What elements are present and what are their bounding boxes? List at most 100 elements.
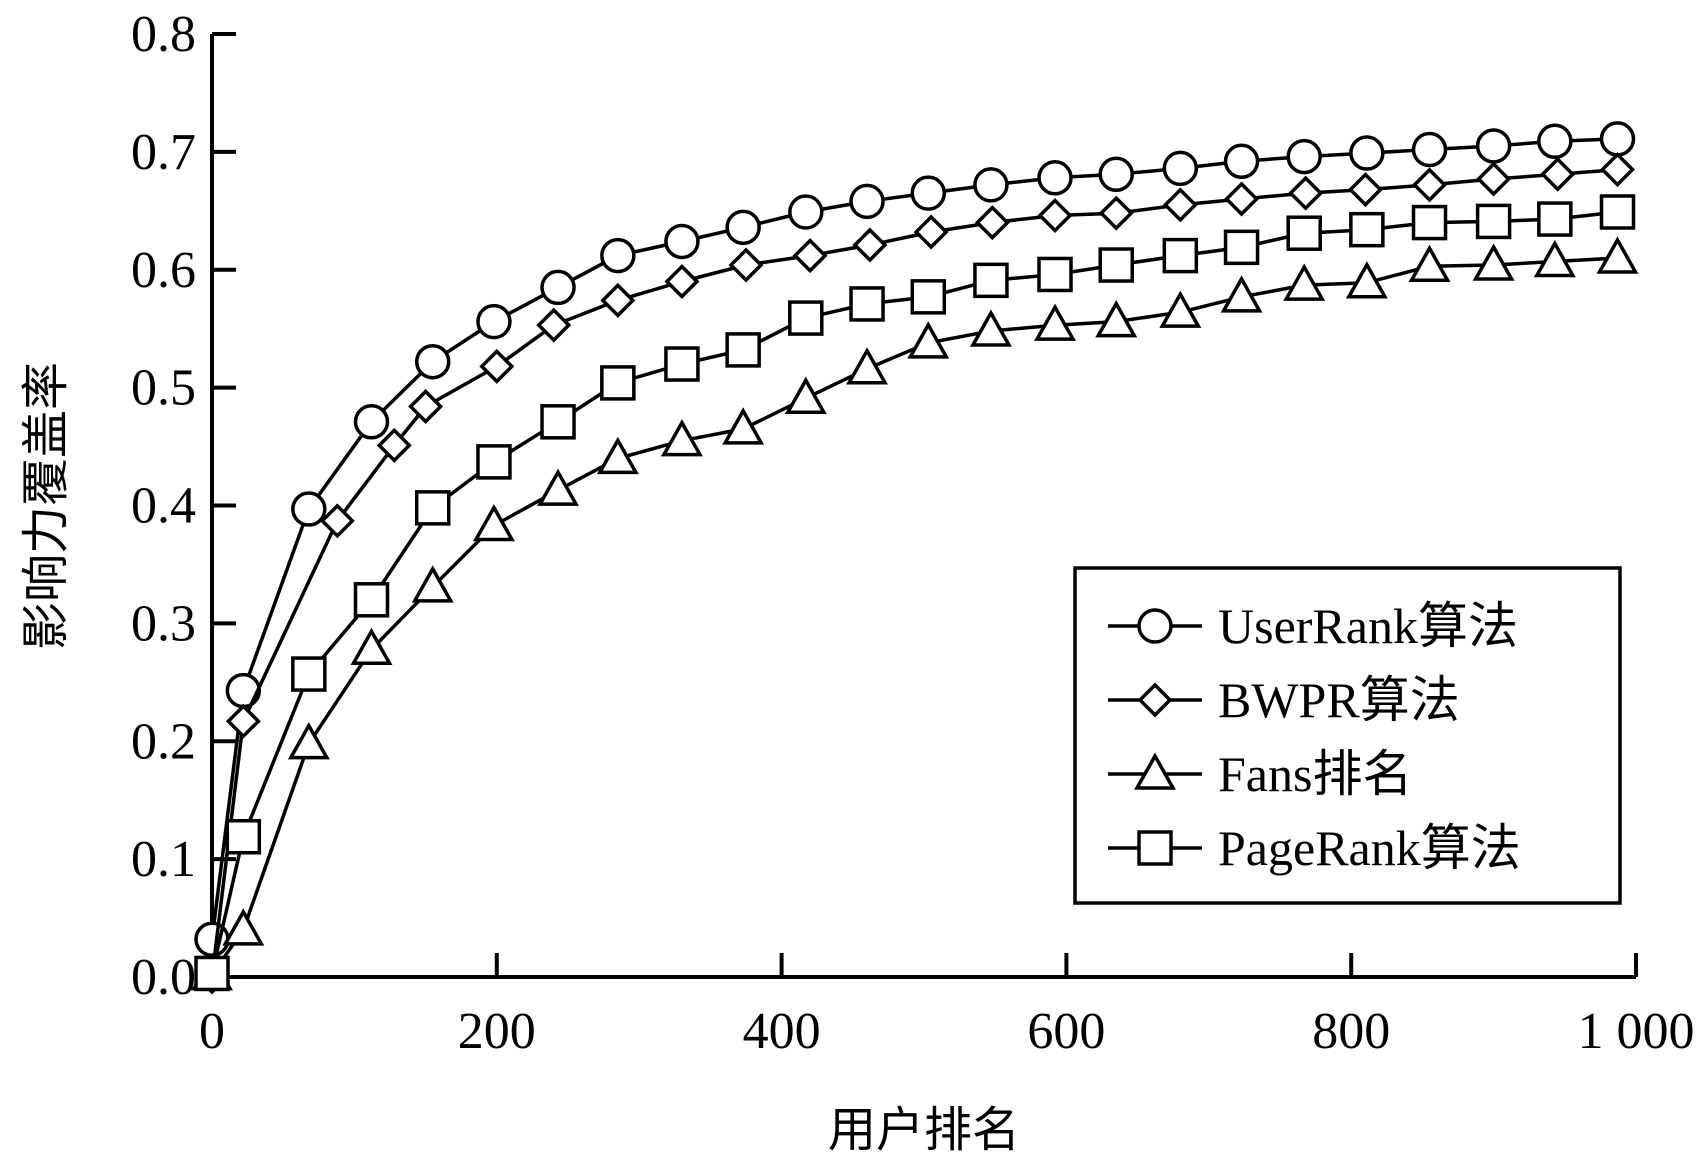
data-point-circle <box>1349 135 1385 171</box>
y-tick-label: 0.1 <box>131 831 196 888</box>
data-point-square <box>1286 215 1322 251</box>
data-point-circle <box>353 404 390 440</box>
data-point-triangle <box>1345 261 1388 299</box>
data-point-diamond <box>728 247 764 283</box>
data-point-triangle <box>1220 275 1263 313</box>
data-point-diamond <box>225 703 261 739</box>
x-tick-label: 0 <box>199 1003 225 1060</box>
data-point-diamond <box>319 503 355 539</box>
data-point-square <box>973 262 1009 299</box>
data-point-square <box>1349 211 1385 248</box>
y-tick-label: 0.5 <box>131 360 196 417</box>
data-point-diamond <box>852 227 888 263</box>
data-point-diamond <box>1162 187 1198 223</box>
data-point-square <box>664 346 700 382</box>
legend-marker-circle <box>1137 608 1173 644</box>
data-point-triangle <box>1095 300 1138 338</box>
data-point-triangle <box>1533 239 1576 278</box>
y-tick-label: 0.0 <box>131 949 196 1006</box>
data-point-square <box>476 444 512 480</box>
data-point-square <box>291 656 327 692</box>
legend-label: PageRank算法 <box>1218 820 1521 876</box>
x-tick-label: 800 <box>1312 1003 1390 1060</box>
data-point-diamond <box>1098 195 1134 231</box>
data-point-circle <box>1223 143 1260 180</box>
x-tick-label: 200 <box>458 1003 536 1060</box>
data-point-triangle <box>1283 263 1326 301</box>
data-point-triangle <box>287 722 330 760</box>
legend: UserRank算法 BWPR算法 Fans排名 PageRank算法 <box>1073 566 1622 905</box>
data-point-circle <box>1098 156 1134 193</box>
legend-marker-square <box>1137 830 1173 866</box>
series-triangle <box>191 236 1639 991</box>
data-point-triangle <box>350 627 393 666</box>
data-point-diamond <box>376 427 412 463</box>
data-point-square <box>540 404 576 440</box>
legend-label: BWPR算法 <box>1218 672 1460 728</box>
data-point-triangle <box>1159 290 1202 328</box>
y-tick-label: 0.2 <box>131 713 196 770</box>
x-tick-label: 1 000 <box>1578 1003 1695 1060</box>
data-point-circle <box>1411 131 1448 168</box>
data-point-triangle <box>1034 303 1077 341</box>
data-point-circle <box>788 194 824 230</box>
y-axis-title: 影响力覆盖率 <box>18 362 74 650</box>
data-point-square <box>1475 203 1512 240</box>
data-point-circle <box>849 183 885 220</box>
data-point-triangle <box>222 908 265 946</box>
data-point-square <box>725 332 761 368</box>
data-point-square <box>1599 194 1636 230</box>
legend-marker-diamond <box>1137 682 1173 718</box>
data-point-circle <box>1286 138 1322 175</box>
data-point-square <box>788 300 824 336</box>
data-point-circle <box>910 175 947 211</box>
legend-marker-triangle <box>1134 752 1176 790</box>
data-point-square <box>1162 237 1199 274</box>
data-point-square <box>600 365 636 401</box>
y-tick-label: 0.6 <box>131 242 196 299</box>
data-point-circle <box>291 491 327 527</box>
data-point-triangle <box>969 309 1012 347</box>
data-point-square <box>1037 256 1073 293</box>
data-point-circle <box>1037 160 1073 196</box>
x-tick-label: 400 <box>743 1003 821 1060</box>
data-point-circle <box>225 672 262 709</box>
data-point-circle <box>664 223 700 260</box>
data-point-diamond <box>664 264 700 300</box>
data-point-circle <box>1475 128 1512 164</box>
data-point-circle <box>973 167 1009 203</box>
data-point-circle <box>414 343 451 380</box>
data-point-diamond <box>536 307 572 343</box>
data-point-square <box>910 279 947 315</box>
y-tick-label: 0.8 <box>131 6 196 63</box>
data-point-diamond <box>1476 161 1512 197</box>
data-point-circle <box>1162 150 1199 187</box>
data-point-triangle <box>1596 236 1639 274</box>
data-point-triangle <box>411 565 454 603</box>
data-point-square <box>194 955 230 992</box>
data-point-diamond <box>1412 167 1447 203</box>
data-point-square <box>225 818 262 855</box>
y-tick-label: 0.4 <box>131 478 196 535</box>
data-point-circle <box>725 209 761 246</box>
data-point-circle <box>600 237 636 274</box>
data-point-diamond <box>1540 156 1576 192</box>
data-point-square <box>849 286 885 322</box>
data-point-diamond <box>1347 172 1383 208</box>
data-point-diamond <box>408 389 444 424</box>
data-point-diamond <box>974 205 1010 241</box>
data-point-circle <box>1537 123 1573 160</box>
data-point-triangle <box>907 321 950 359</box>
data-point-square <box>414 490 451 526</box>
data-point-diamond <box>479 348 515 384</box>
data-point-diamond <box>1600 152 1635 188</box>
data-point-triangle <box>537 468 580 506</box>
y-tick-label: 0.7 <box>131 124 196 181</box>
data-point-circle <box>540 269 576 306</box>
data-point-square <box>1223 229 1260 266</box>
data-point-triangle <box>846 347 889 385</box>
data-point-triangle <box>784 376 827 414</box>
data-point-triangle <box>472 503 515 542</box>
data-point-triangle <box>660 419 703 457</box>
